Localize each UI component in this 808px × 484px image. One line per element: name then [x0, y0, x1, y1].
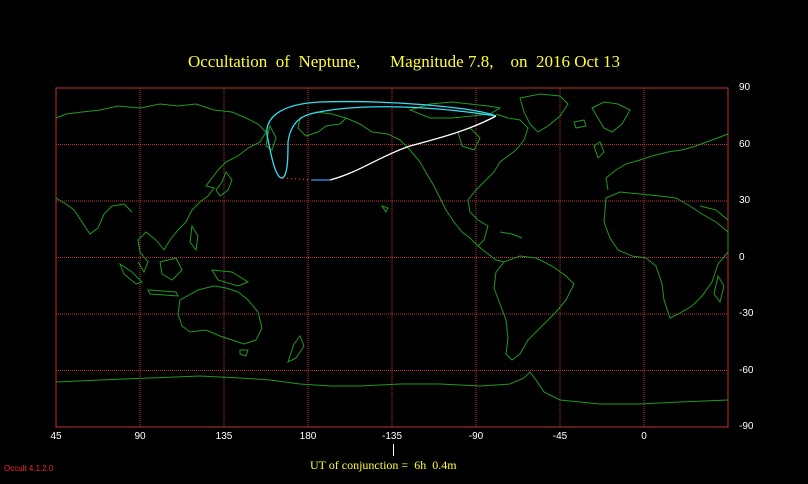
arabia: [699, 205, 729, 221]
india: [55, 197, 133, 235]
y-tick-label: 60: [739, 138, 751, 150]
new-guinea: [211, 269, 250, 287]
x-tick-label: 180: [299, 431, 317, 442]
y-tick-label: 30: [739, 195, 751, 206]
japan: [215, 170, 233, 197]
sumatra: [118, 262, 143, 285]
x-tick-label: 135: [215, 431, 233, 442]
madagascar: [713, 274, 725, 304]
conjunction-marker: [393, 444, 394, 456]
alaska: [297, 111, 347, 137]
x-tick-label: -135: [381, 431, 402, 442]
path-limit-curve: [266, 100, 497, 179]
africa: [603, 191, 729, 319]
indochina: [137, 231, 165, 274]
europe-coast: [605, 133, 729, 191]
java: [147, 289, 179, 297]
antarctica: [55, 371, 729, 405]
central-america: [477, 245, 505, 263]
y-tick-label: -90: [739, 421, 754, 432]
y-tick-label: -30: [739, 308, 754, 319]
x-tick-label: 0: [641, 431, 647, 442]
south-america: [493, 255, 575, 361]
australia: [177, 285, 263, 345]
path-central-line: [329, 115, 497, 181]
coastlines: [55, 93, 729, 405]
x-tick-label: 90: [134, 431, 146, 442]
canadian-archipelago: [408, 101, 502, 119]
caribbean: [499, 231, 523, 239]
occultation-path: [266, 100, 497, 181]
y-tick-label: 0: [739, 251, 745, 263]
y-tick-label: -60: [739, 364, 754, 376]
philippines: [189, 224, 199, 252]
north-america-coast: [345, 113, 529, 247]
eurasia-arctic-coast: [55, 103, 267, 133]
greenland: [519, 93, 569, 133]
borneo: [159, 257, 183, 281]
hawaii: [380, 205, 389, 213]
version-label: Occult 4.1.2.0: [4, 464, 54, 473]
x-tick-label: 45: [50, 431, 62, 442]
tasmania: [239, 349, 249, 357]
scandinavia: [591, 101, 631, 133]
chart-title: Occultation of Neptune, Magnitude 7.8, o…: [187, 52, 620, 71]
east-asia-coast: [163, 131, 267, 251]
conjunction-label: UT of conjunction = 6h 0.4m: [310, 458, 457, 472]
x-tick-label: -45: [552, 431, 568, 442]
y-tick-label: 90: [739, 82, 751, 93]
iceland: [573, 119, 587, 129]
x-tick-label: -90: [468, 431, 484, 442]
new-zealand: [287, 334, 305, 363]
british-isles: [593, 141, 605, 159]
graticule: [56, 88, 728, 427]
